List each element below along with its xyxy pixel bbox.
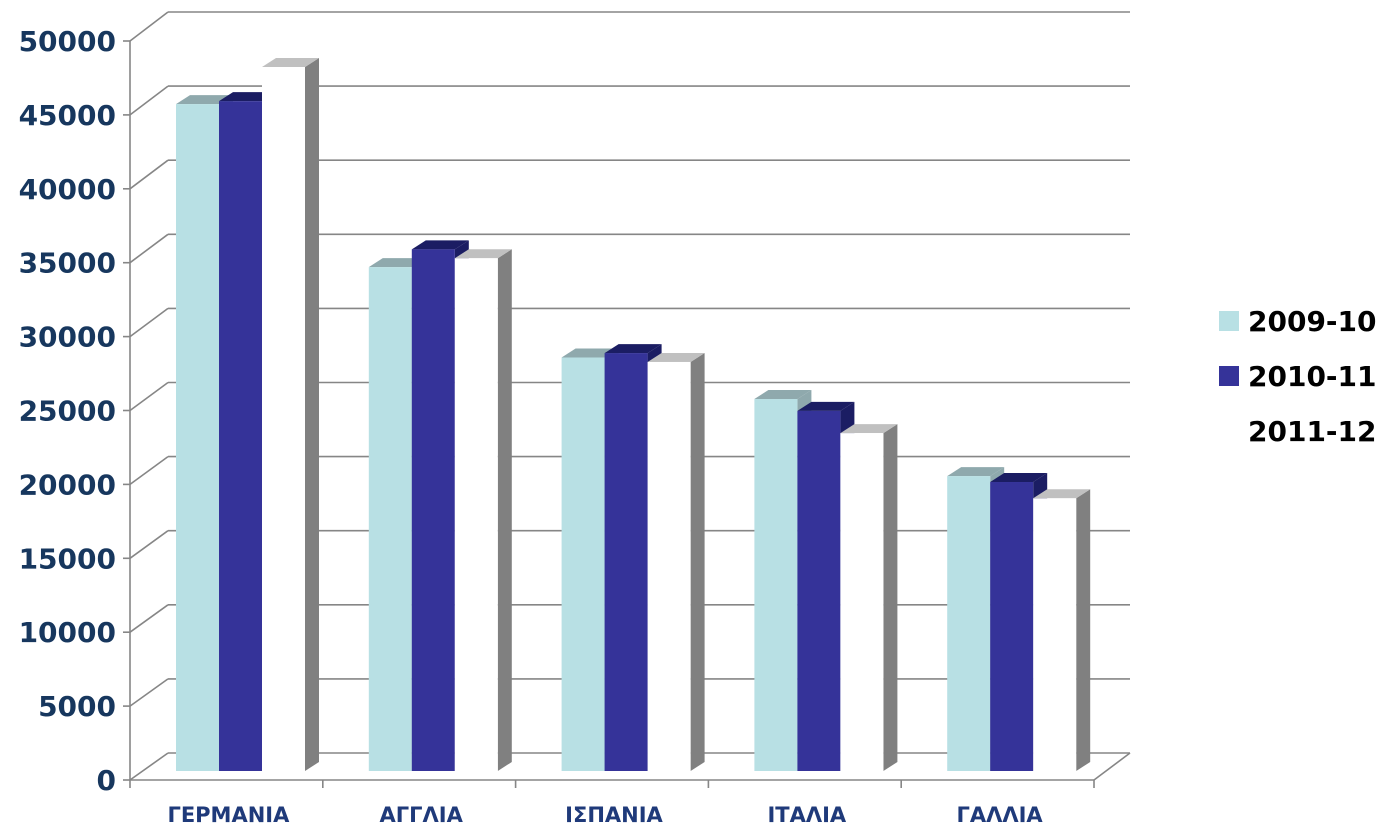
legend-label: 2010-11	[1248, 360, 1377, 393]
floor-edge	[1093, 752, 1131, 781]
legend-swatch	[1219, 311, 1239, 331]
bar-top	[604, 344, 662, 354]
bar	[176, 104, 219, 772]
legend-swatch	[1219, 421, 1239, 441]
gridline-side	[129, 678, 169, 707]
gridline-side	[129, 604, 169, 633]
bar-side	[305, 58, 319, 772]
bar	[368, 267, 412, 771]
bar	[454, 258, 498, 771]
gridline-side	[129, 455, 169, 486]
bar-top	[219, 92, 276, 102]
y-tick-label: 50000	[19, 25, 116, 58]
bar	[754, 399, 798, 771]
y-tick-label: 10000	[19, 616, 116, 649]
bar	[990, 482, 1034, 771]
bar-side	[690, 352, 705, 771]
y-tick-label: 45000	[19, 99, 116, 132]
gridline-side	[129, 530, 169, 559]
legend: 2009-10 2010-11 2011-12	[1219, 305, 1377, 448]
x-tick-label: ΙΤΑΛΙΑ	[767, 803, 846, 827]
bar-top	[176, 95, 233, 105]
bar-side	[883, 424, 898, 771]
bar-top	[840, 424, 898, 434]
gridline-side	[129, 381, 169, 412]
y-tick-label: 20000	[19, 468, 116, 501]
x-axis-ticks: ΓΕΡΜΑΝΙΑ ΑΓΓΛΙΑ ΙΣΠΑΝΙΑ ΙΤΑΛΙΑ ΓΑΛΛΙΑ	[129, 780, 1095, 827]
x-tick-label: ΓΕΡΜΑΝΙΑ	[167, 803, 290, 827]
bar	[411, 249, 455, 771]
bar-top	[262, 58, 319, 68]
bar	[840, 433, 884, 771]
bar-top	[411, 240, 469, 250]
bar	[604, 353, 648, 771]
bars	[176, 58, 1091, 772]
gridline-side	[129, 307, 169, 338]
bar-top	[647, 352, 705, 362]
bar-top	[368, 258, 426, 268]
bar-top	[947, 467, 1005, 477]
y-tick-label: 35000	[19, 247, 116, 280]
bar-side	[1076, 489, 1091, 771]
bar-side	[497, 249, 512, 771]
gridline-side	[129, 752, 169, 781]
y-tick-label: 15000	[19, 542, 116, 575]
y-tick-label: 0	[97, 764, 116, 797]
x-tick-label: ΓΑΛΛΙΑ	[956, 803, 1043, 827]
legend-swatch	[1219, 366, 1239, 386]
bar-top	[454, 249, 512, 259]
gridline-side	[129, 11, 169, 42]
y-tick-label: 40000	[19, 173, 116, 206]
y-tick-label: 5000	[38, 690, 116, 723]
bar	[219, 101, 262, 772]
bar	[797, 410, 841, 771]
x-tick-label: ΑΓΓΛΙΑ	[380, 803, 464, 827]
gridline-side	[129, 233, 169, 264]
legend-label: 2009-10	[1248, 305, 1377, 338]
bar-top	[754, 390, 812, 400]
y-tick-label: 25000	[19, 395, 116, 428]
y-axis-ticks: 0 5000 10000 15000 20000 25000 30000 35000 40000…	[19, 25, 130, 797]
bar-top	[797, 401, 855, 411]
x-tick-label: ΙΣΠΑΝΙΑ	[565, 803, 663, 827]
bar	[947, 476, 991, 771]
bar-top	[1033, 489, 1091, 499]
bar	[561, 357, 605, 771]
legend-label: 2011-12	[1248, 415, 1377, 448]
bar	[262, 67, 305, 772]
bar	[647, 361, 691, 771]
bar-top	[561, 348, 619, 358]
gridline-side	[129, 159, 169, 190]
gridline-side	[129, 85, 169, 116]
y-tick-label: 30000	[19, 321, 116, 354]
bar	[1033, 498, 1077, 771]
bar-top	[990, 473, 1048, 483]
